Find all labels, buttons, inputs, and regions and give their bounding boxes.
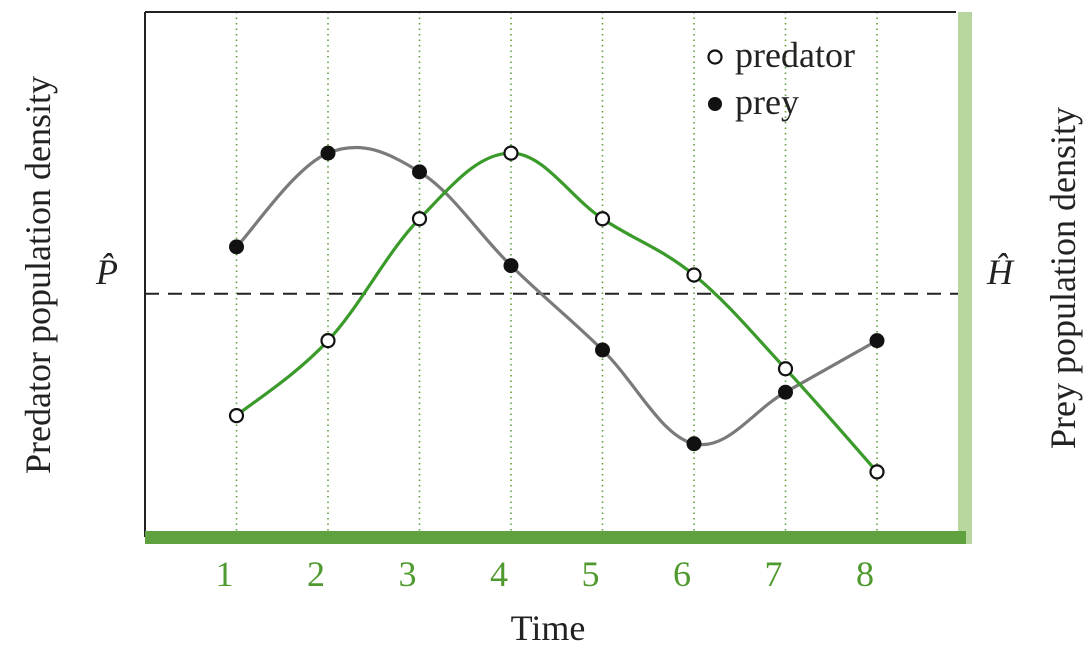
prey-line — [234, 145, 879, 447]
legend-prey-marker — [708, 97, 722, 111]
series-points — [228, 145, 885, 480]
right-axis-title: Prey population density — [1043, 107, 1083, 449]
prey-point-1 — [229, 239, 244, 255]
x-tick-labels: 1 2 3 4 5 6 7 8 — [216, 554, 875, 594]
predator-line — [234, 151, 879, 474]
x-tick-5: 5 — [582, 554, 600, 594]
x-tick-3: 3 — [399, 554, 417, 594]
x-tick-2: 2 — [307, 554, 325, 594]
predator-point-6 — [686, 267, 702, 283]
predator-point-5 — [594, 211, 611, 227]
x-tick-8: 8 — [856, 554, 874, 594]
x-tick-4: 4 — [490, 554, 508, 594]
predator-point-4 — [503, 145, 519, 161]
x-tick-1: 1 — [216, 554, 234, 594]
series-lines — [234, 145, 879, 474]
right-axis-bar — [958, 12, 972, 544]
prey-point-8 — [869, 333, 885, 349]
prey-point-3 — [412, 164, 427, 180]
bottom-axis-bar — [145, 531, 966, 544]
predator-equilibrium-label: P̂ — [95, 252, 118, 292]
prey-point-2 — [320, 145, 336, 161]
prey-point-5 — [595, 342, 610, 358]
plot-frame — [144, 11, 972, 544]
prey-point-7 — [778, 384, 793, 400]
prey-point-6 — [686, 436, 702, 452]
legend-predator-marker — [707, 49, 723, 65]
x-tick-6: 6 — [673, 554, 691, 594]
legend-prey-label: prey — [735, 82, 799, 122]
prey-equilibrium-label: Ĥ — [986, 252, 1015, 292]
predator-point-2 — [320, 333, 336, 349]
predator-point-8 — [869, 464, 885, 480]
legend-predator-label: predator — [735, 35, 855, 75]
x-tick-7: 7 — [765, 554, 783, 594]
predator-point-1 — [228, 408, 245, 424]
left-axis-title: Predator population density — [18, 76, 58, 474]
predator-point-7 — [777, 361, 794, 377]
prey-point-4 — [503, 258, 519, 274]
predator-point-3 — [411, 211, 428, 227]
x-axis-title: Time — [511, 608, 586, 648]
legend: predator prey — [707, 35, 855, 122]
